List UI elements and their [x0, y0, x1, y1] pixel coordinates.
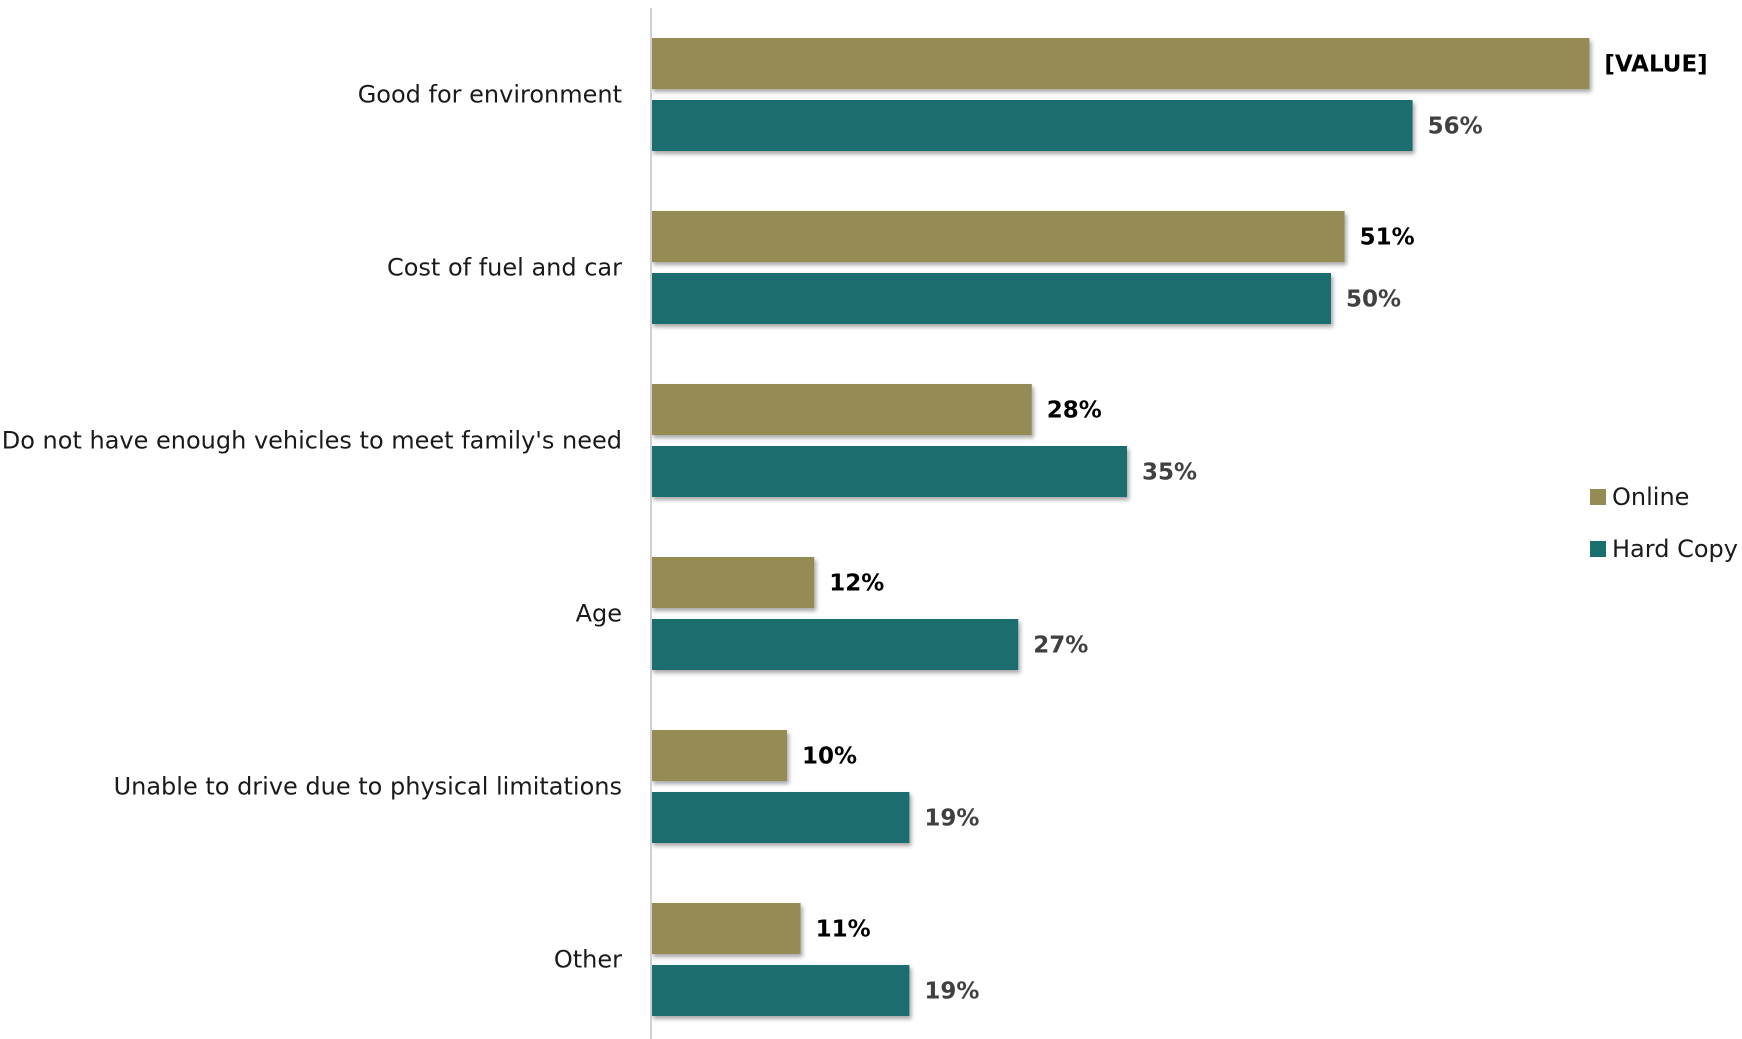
- value-label-hard-copy-do-not-have-enough-vehicles-to-meet-family-s-need: 35%: [1142, 460, 1197, 486]
- bar-hard-copy-good-for-environment: [651, 100, 1413, 151]
- legend: Online Hard Copy: [1590, 483, 1738, 563]
- value-labels: [VALUE] 56% 51% 50% 28% 35% 12% 27% 10% 19% 11% 19%: [802, 52, 1708, 1005]
- value-label-hard-copy-unable-to-drive-due-to-physical-limitations: 19%: [924, 806, 979, 832]
- value-label-online-age: 12%: [829, 571, 884, 597]
- value-label-online-good-for-environment: [VALUE]: [1604, 52, 1707, 78]
- bars: [651, 38, 1590, 1016]
- legend-label-online: Online: [1612, 483, 1689, 511]
- bar-hard-copy-other: [651, 965, 910, 1016]
- category-label-cost-of-fuel-and-car: Cost of fuel and car: [387, 254, 622, 282]
- category-label-other: Other: [554, 946, 622, 974]
- bar-hard-copy-cost-of-fuel-and-car: [651, 273, 1331, 324]
- category-labels: Good for environment Cost of fuel and car…: [2, 81, 622, 974]
- legend-label-hard-copy: Hard Copy: [1612, 535, 1738, 563]
- bar-online-do-not-have-enough-vehicles-to-meet-family-s-need: [651, 384, 1032, 435]
- value-label-hard-copy-age: 27%: [1033, 633, 1088, 659]
- value-label-hard-copy-good-for-environment: 56%: [1428, 114, 1483, 140]
- bar-online-cost-of-fuel-and-car: [651, 211, 1345, 262]
- bar-online-unable-to-drive-due-to-physical-limitations: [651, 730, 787, 781]
- legend-swatch-hard-copy: [1590, 541, 1606, 557]
- bar-online-good-for-environment: [651, 38, 1590, 89]
- category-label-unable-to-drive-due-to-physical-limitations: Unable to drive due to physical limitati…: [114, 773, 622, 801]
- bar-hard-copy-unable-to-drive-due-to-physical-limitations: [651, 792, 910, 843]
- value-label-online-do-not-have-enough-vehicles-to-meet-family-s-need: 28%: [1047, 398, 1102, 424]
- legend-swatch-online: [1590, 489, 1606, 505]
- bar-online-other: [651, 903, 801, 954]
- value-label-hard-copy-other: 19%: [924, 979, 979, 1005]
- bar-hard-copy-age: [651, 619, 1019, 670]
- value-label-online-other: 11%: [816, 917, 871, 943]
- category-label-do-not-have-enough-vehicles-to-meet-family-s-need: Do not have enough vehicles to meet fami…: [2, 427, 622, 455]
- category-label-age: Age: [576, 600, 622, 628]
- bar-online-age: [651, 557, 815, 608]
- value-label-online-unable-to-drive-due-to-physical-limitations: 10%: [802, 744, 857, 770]
- value-label-online-cost-of-fuel-and-car: 51%: [1360, 225, 1415, 251]
- bar-hard-copy-do-not-have-enough-vehicles-to-meet-family-s-need: [651, 446, 1127, 497]
- value-label-hard-copy-cost-of-fuel-and-car: 50%: [1346, 287, 1401, 313]
- category-label-good-for-environment: Good for environment: [358, 81, 622, 109]
